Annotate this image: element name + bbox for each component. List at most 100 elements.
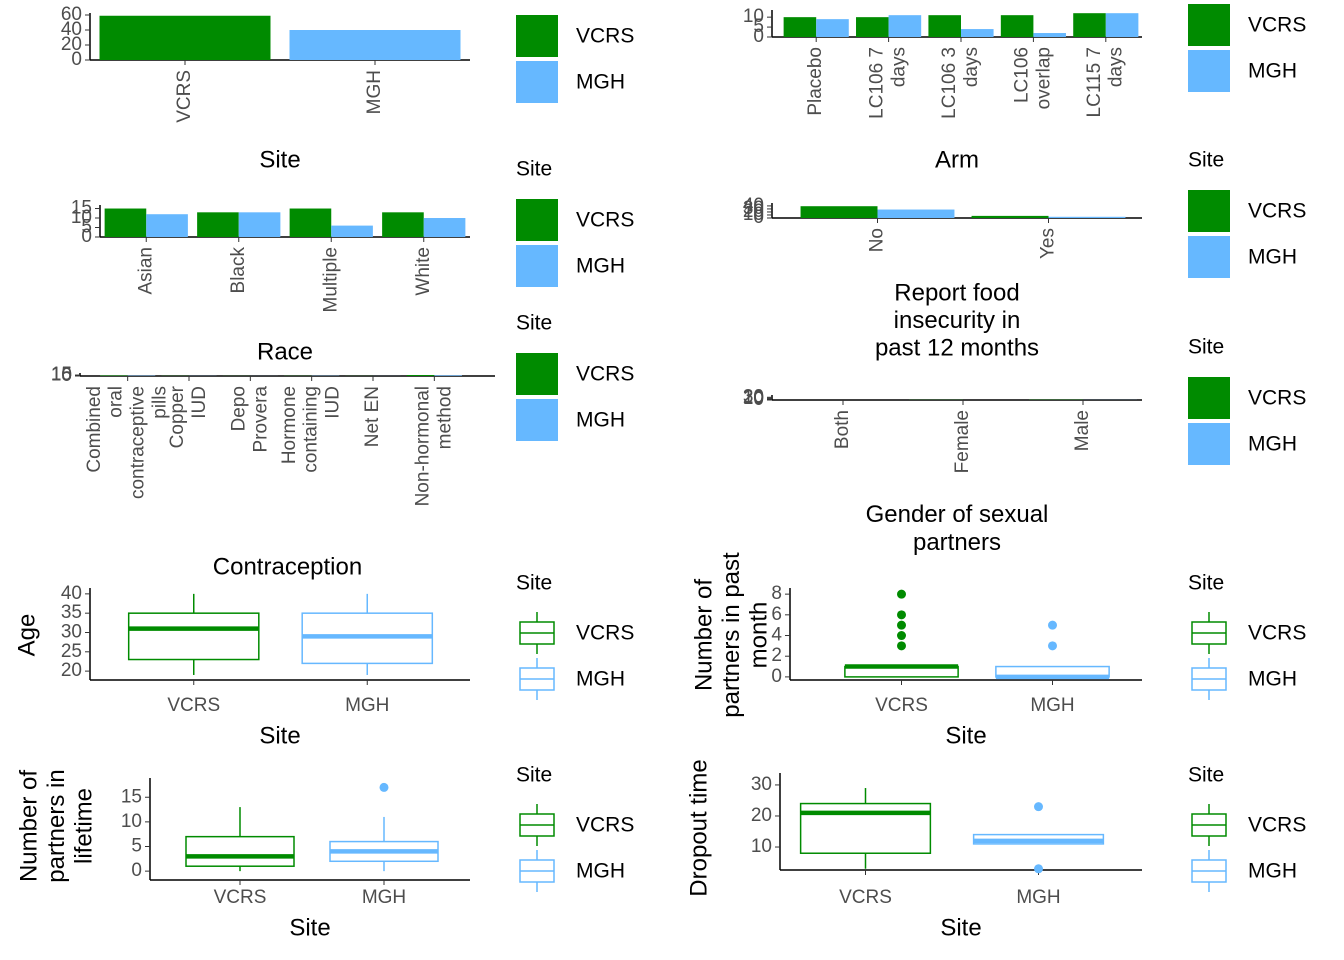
bar <box>888 15 922 38</box>
bar <box>1033 33 1066 37</box>
legend-label: VCRS <box>576 25 634 48</box>
legend-label: VCRS <box>1248 622 1306 645</box>
bar <box>104 208 147 237</box>
bar <box>816 19 849 37</box>
x-tick-label: Yes <box>1038 228 1059 259</box>
legend-label: VCRS <box>576 363 634 386</box>
legend-key <box>1188 423 1230 465</box>
legend-label: MGH <box>1248 668 1297 691</box>
x-axis-title: Site <box>289 914 330 941</box>
legend-title: Site <box>1188 336 1224 359</box>
y-tick-label: 0 <box>61 365 72 386</box>
x-tick-label: DepoProvera <box>228 386 271 453</box>
x-tick-label: Both <box>832 410 853 449</box>
y-axis-title: Dropout time <box>685 759 712 896</box>
outlier <box>897 610 906 620</box>
outlier <box>1048 620 1057 630</box>
bar <box>289 30 461 60</box>
y-tick-label: 10 <box>51 364 72 385</box>
y-tick-label: 60 <box>61 4 82 25</box>
bar <box>1000 15 1034 38</box>
bar <box>197 212 239 237</box>
bar <box>877 209 955 218</box>
bar <box>783 17 817 37</box>
y-tick-label: 10 <box>71 207 92 228</box>
x-tick-label: Net EN <box>362 386 383 447</box>
box <box>185 835 295 867</box>
legend-title: Site <box>1188 149 1224 172</box>
y-tick-label: 0 <box>753 26 764 47</box>
legend-label: VCRS <box>576 209 634 232</box>
y-tick-label: 30 <box>743 198 764 219</box>
y-tick-label: 30 <box>751 774 772 795</box>
x-tick-label: Non-hormonalmethod <box>412 386 455 506</box>
y-tick-label: 4 <box>771 625 782 646</box>
outlier <box>897 641 906 651</box>
y-tick-label: 0 <box>771 666 782 687</box>
legend-key <box>1188 377 1230 419</box>
x-axis-title: Report food insecurity in past 12 months <box>875 280 1039 362</box>
x-axis-title: Site <box>945 722 986 749</box>
legend-label: VCRS <box>576 814 634 837</box>
x-tick-label: VCRS <box>214 887 267 908</box>
x-tick-label: MGH <box>1016 887 1060 908</box>
bar <box>856 17 889 37</box>
x-tick-label: Placebo <box>805 47 826 116</box>
legend-label: MGH <box>576 860 625 883</box>
y-tick-label: 10 <box>743 204 764 225</box>
y-tick-label: 5 <box>131 836 142 857</box>
y-tick-label: 0 <box>81 226 92 247</box>
outlier <box>897 620 906 630</box>
legend-key <box>516 353 558 395</box>
outlier <box>897 631 906 641</box>
x-tick-label: Multiple <box>320 247 341 312</box>
x-tick-label: White <box>413 247 434 296</box>
x-tick-label: Male <box>1072 410 1093 451</box>
x-axis-title: Arm <box>935 146 979 173</box>
y-axis-title: Number ofpartners inlifetime <box>16 769 98 882</box>
legend-label: MGH <box>576 668 625 691</box>
x-tick-label: VCRS <box>167 695 220 716</box>
bar <box>99 15 271 60</box>
x-tick-label: VCRS <box>174 70 195 123</box>
x-tick-label: MGH <box>362 887 406 908</box>
y-tick-label: 35 <box>61 602 82 623</box>
x-tick-label: Black <box>228 247 249 294</box>
y-tick-label: 30 <box>743 386 764 407</box>
legend-label: MGH <box>1248 60 1297 83</box>
legend-key <box>516 245 558 287</box>
bar <box>146 214 188 237</box>
x-tick-label: LC106 3days <box>939 47 982 119</box>
y-tick-label: 0 <box>753 207 764 228</box>
x-axis-title: Site <box>259 722 300 749</box>
y-tick-label: 30 <box>61 622 82 643</box>
legend-label: MGH <box>1248 433 1297 456</box>
x-tick-label: LC106overlap <box>1011 47 1054 109</box>
bar <box>406 375 435 376</box>
x-tick-label: LC115 7days <box>1084 47 1127 117</box>
legend-title: Site <box>516 158 552 181</box>
y-tick-label: 20 <box>61 34 82 55</box>
legend-label: MGH <box>576 409 625 432</box>
legend-title: Site <box>516 572 552 595</box>
legend-label: VCRS <box>1248 387 1306 410</box>
legend-label: VCRS <box>1248 14 1306 37</box>
x-axis-title: Site <box>259 146 300 173</box>
x-tick-label: LC106 7days <box>867 47 910 119</box>
x-tick-label: Female <box>952 410 973 473</box>
y-axis-title: Age <box>13 614 40 657</box>
y-tick-label: 40 <box>743 195 764 216</box>
bar <box>800 206 878 218</box>
x-tick-label: Combinedoralcontraceptivepills <box>84 386 171 499</box>
y-tick-label: 20 <box>61 660 82 681</box>
y-tick-label: 0 <box>753 389 764 410</box>
bar <box>289 208 332 237</box>
x-axis-title: Gender of sexual partners <box>866 502 1049 557</box>
y-tick-label: 6 <box>771 604 782 625</box>
y-tick-label: 5 <box>753 16 764 37</box>
legend-label: MGH <box>1248 860 1297 883</box>
x-tick-label: MGH <box>1030 695 1074 716</box>
legend-label: MGH <box>576 71 625 94</box>
bar <box>971 215 1049 218</box>
legend-key <box>1188 50 1230 92</box>
